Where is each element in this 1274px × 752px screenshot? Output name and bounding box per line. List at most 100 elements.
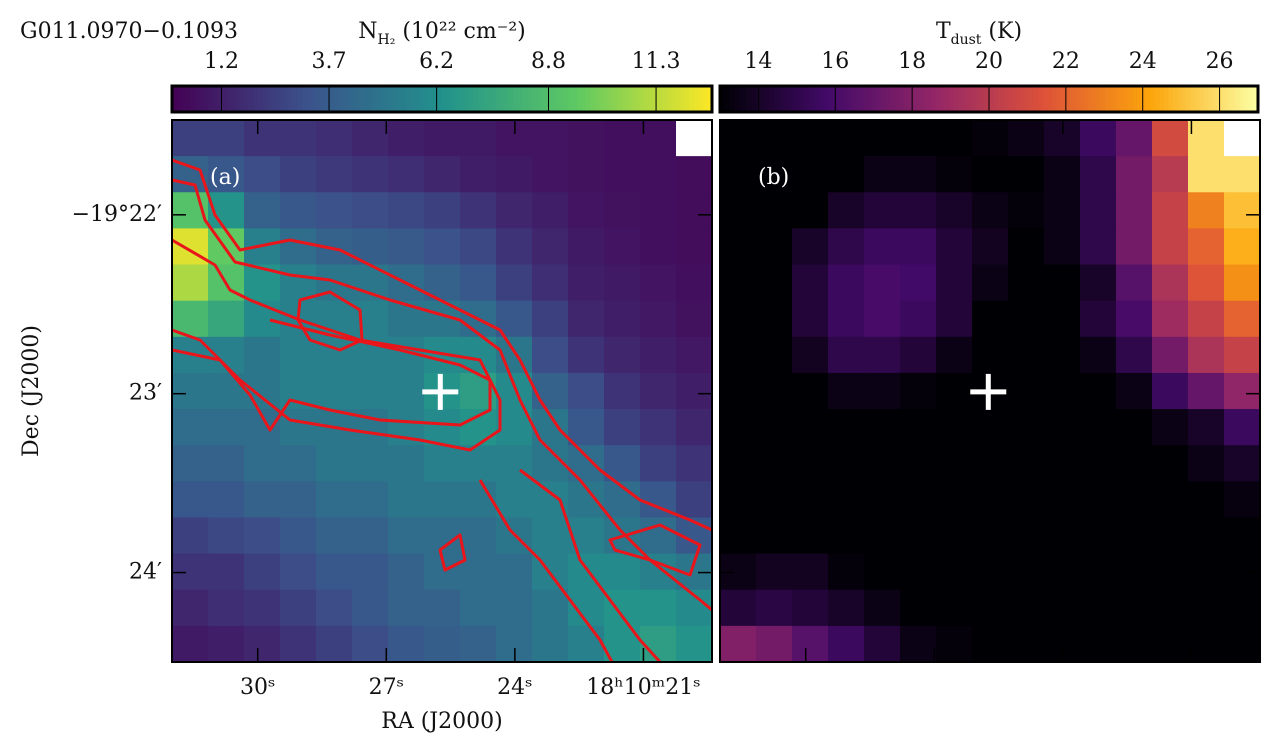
pixel [352,445,389,482]
pixel [424,625,461,663]
colorbar-swatch [1092,86,1098,112]
colorbar-swatch [500,86,506,112]
colorbar-swatch [640,86,646,112]
pixel [1152,336,1189,374]
colorbar-swatch [199,86,205,112]
pixel [720,156,757,193]
colorbar-swatch [599,86,605,112]
x-axis-label: RA (J2000) [381,709,502,734]
contour [438,533,467,572]
colorbar-swatch [257,86,263,112]
pixel [1188,589,1225,627]
colorbar-swatch [680,86,686,112]
colorbar-swatch [338,86,344,112]
colorbar-swatch [836,86,842,112]
pixel [756,553,793,591]
pixel [280,264,317,302]
pixel [280,336,317,374]
pixel [208,481,245,518]
pixel [640,228,677,266]
colorbar-swatch [863,86,869,112]
colorbar-swatch [442,86,448,112]
pixel [424,481,461,518]
pixel [568,372,605,410]
pixel [424,589,461,627]
pixel [756,336,793,374]
colorbar-swatch [1006,86,1013,112]
colorbar-swatch [944,86,950,112]
pixel [1116,445,1153,482]
pixel [676,625,713,663]
pixel [1152,517,1189,555]
colorbar-swatch [226,86,232,112]
pixel [208,300,245,338]
colorbar-swatch [622,86,628,112]
colorbar-swatch [190,86,196,112]
pixel [1224,445,1261,482]
pixel [900,192,937,229]
colorbar-swatch [764,86,770,112]
pixel [1044,156,1081,193]
pixel [676,445,713,482]
pixel [828,192,865,229]
pixel [1008,481,1045,518]
pixel [1044,553,1081,591]
pixel [936,120,973,157]
y-axis-label: Dec (J2000) [19,325,44,457]
pixel [388,445,425,482]
pixel [1116,372,1153,410]
colorbar-tick-label: 18 [898,49,926,74]
colorbar-swatch [289,86,295,112]
pixel [900,228,937,266]
pixel [828,336,865,374]
pixel [864,156,901,193]
pixel [316,120,353,157]
pixel [496,481,533,518]
pixel [244,300,281,338]
colorbar-swatch [854,86,860,112]
pixel [244,517,281,555]
contour [172,238,502,452]
pixel [792,553,829,591]
pixel [604,300,641,338]
pixel [676,156,713,193]
pixel [568,120,605,157]
pixel [496,264,533,302]
pixel [1008,300,1045,338]
colorbar-swatch [514,86,520,112]
pixel [316,553,353,591]
colorbar-swatch [671,86,677,112]
pixel [496,156,533,193]
pixel [244,445,281,482]
pixel [1116,264,1153,302]
colorbar-swatch [464,86,470,112]
colorbar-swatch [926,86,932,112]
pixel [1188,156,1225,193]
contour [172,318,492,432]
colorbar-tick-label: 8.8 [531,49,566,74]
colorbar-swatch [742,86,748,112]
colorbar-swatch [1177,86,1183,112]
pixel [352,156,389,193]
x-tick-label: 18ʰ10ᵐ21ˢ [586,675,700,700]
colorbar-swatch [899,86,905,112]
colorbar-swatch [1101,86,1107,112]
pixel [640,445,677,482]
pixel [1080,372,1117,410]
pixel [280,192,317,229]
colorbar-swatch [782,86,788,112]
pixel [1188,372,1225,410]
pixel [1152,372,1189,410]
colorbar-swatch [347,86,353,112]
pixel [1116,156,1153,193]
pixel [864,228,901,266]
pixel [936,553,973,591]
colorbar-swatch [491,86,497,112]
pixel [828,589,865,627]
pixel [208,445,245,482]
colorbar-swatch [917,86,923,112]
pixel [936,228,973,266]
pixel [972,553,1009,591]
pixel [900,445,937,482]
colorbar-swatch [769,86,775,112]
